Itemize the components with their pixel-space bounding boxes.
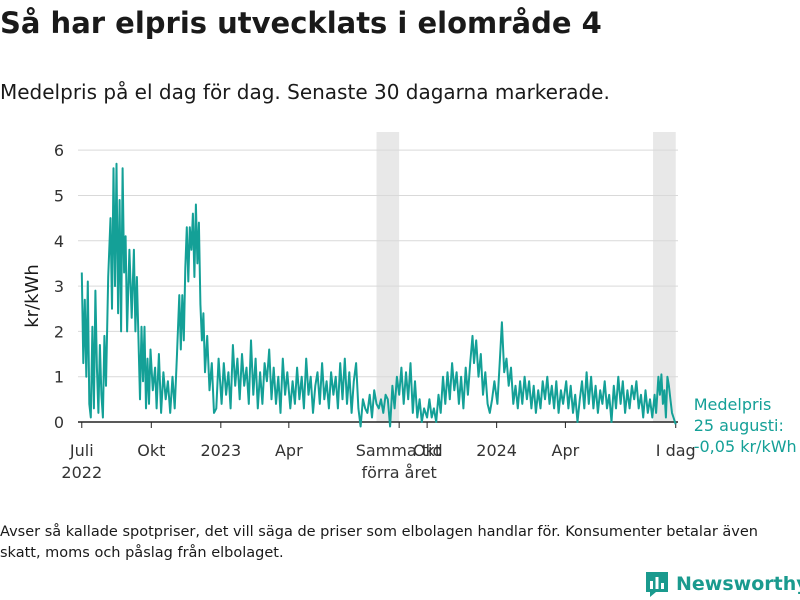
newsworthy-logo-icon: [646, 572, 668, 597]
latest-price-annotation: Medelpris 25 augusti: -0,05 kr/kWh: [694, 395, 797, 456]
series-line: [80, 162, 677, 428]
x-tick-label: Samma tid: [356, 441, 443, 460]
y-axis-label: kr/kWh: [22, 264, 43, 328]
y-tick-label: 2: [54, 322, 64, 341]
y-tick-label: 4: [54, 232, 64, 251]
x-tick-label: Juli: [69, 441, 94, 460]
highlight-band: [376, 132, 400, 422]
y-tick-label: 0: [54, 413, 64, 432]
x-tick-label: Apr: [552, 441, 580, 460]
annotation-line: 25 augusti:: [694, 416, 784, 435]
x-axis: Juli 2022 Okt 2023 Apr Samma tid förra året Okt…: [61, 422, 696, 482]
y-tick-label: 6: [54, 141, 64, 160]
annotation-line: Medelpris: [694, 395, 772, 414]
y-tick-label: 3: [54, 277, 64, 296]
x-tick-label-line2: förra året: [361, 463, 436, 482]
highlight-band: [653, 132, 676, 422]
x-tick-label: Okt: [137, 441, 165, 460]
chart-subtitle: Medelpris på el dag för dag. Senaste 30 …: [0, 80, 610, 104]
x-tick-label-line2: 2022: [61, 463, 102, 482]
x-tick-label: I dag: [656, 441, 696, 460]
annotation-line: -0,05 kr/kWh: [694, 437, 797, 456]
y-tick-label: 1: [54, 368, 64, 387]
newsworthy-logo[interactable]: Newsworthy: [644, 569, 800, 599]
x-tick-label: Okt: [413, 441, 441, 460]
y-axis: 0 1 2 3 4 5 6: [54, 141, 64, 432]
highlight-bands: [376, 132, 676, 422]
x-tick-label: 2024: [476, 441, 517, 460]
chart-title: Så har elpris utvecklats i elområde 4: [0, 6, 602, 40]
price-line-chart: Juli 2022 Okt 2023 Apr Samma tid förra året Okt…: [22, 132, 797, 482]
footnote: Avser så kallade spotpriser, det vill sä…: [0, 524, 758, 561]
y-tick-label: 5: [54, 186, 64, 205]
x-tick-label: 2023: [200, 441, 241, 460]
brand-name: Newsworthy: [676, 573, 800, 595]
x-tick-label: Apr: [275, 441, 303, 460]
